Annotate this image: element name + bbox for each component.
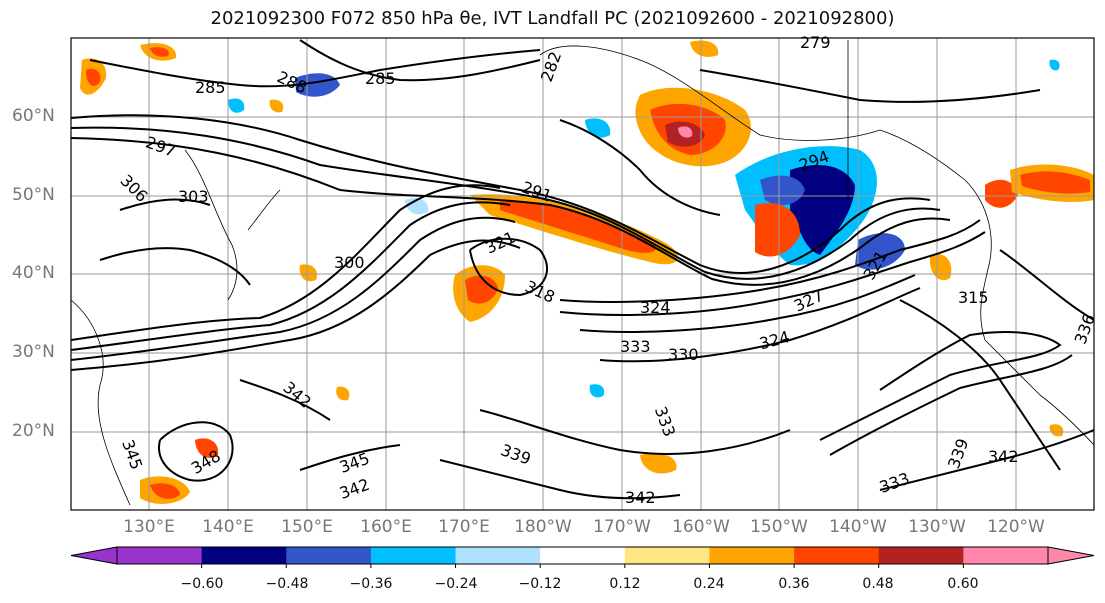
lon-label: 130°W: [908, 517, 966, 537]
contour-label: 342: [625, 488, 656, 507]
warm-patch: [269, 99, 284, 113]
warm-patch: [985, 179, 1018, 208]
colorbar-tick-label: 0.24: [693, 576, 725, 592]
colorbar-swatch: [624, 547, 710, 564]
lat-label: 40°N: [12, 263, 55, 283]
lon-label: 170°E: [438, 517, 490, 537]
coastlines: [70, 40, 1095, 506]
colorbar-swatch: [794, 547, 880, 564]
lon-label: 140°W: [829, 517, 887, 537]
lat-label: 60°N: [12, 106, 55, 126]
map-frame: [70, 37, 1095, 511]
colorbar-outline: [116, 546, 1049, 565]
lon-label: 160°E: [360, 517, 412, 537]
contour-label: 333: [620, 337, 651, 356]
lat-label: 50°N: [12, 185, 55, 205]
lon-label: 150°W: [750, 517, 808, 537]
contour-label: 300: [334, 253, 365, 272]
contour-label: 285: [195, 78, 226, 97]
blue-patch: [760, 175, 805, 206]
colorbar-swatch: [878, 547, 964, 564]
contour-label: 324: [640, 298, 671, 317]
warm-patch: [1049, 424, 1064, 437]
colorbar-swatch: [455, 547, 541, 564]
warm-patch: [755, 203, 800, 257]
shading-layer: [80, 40, 1094, 504]
colorbar-tick-label: −0.60: [180, 576, 224, 592]
contour-label: 279: [800, 33, 831, 52]
lat-label: 20°N: [12, 421, 55, 441]
colorbar-extend-left: [70, 546, 118, 565]
colorbar-tick-label: 0.36: [778, 576, 810, 592]
navy-patch: [790, 165, 855, 255]
lon-label: 160°W: [672, 517, 730, 537]
colorbar-swatch: [117, 547, 203, 564]
blue-patch: [228, 98, 245, 113]
colorbar-swatch: [540, 547, 626, 564]
colorbar-tick-label: 0.60: [947, 576, 979, 592]
contour-label: 330: [668, 345, 699, 364]
contour-label: 285: [365, 69, 396, 88]
lon-label: 170°W: [593, 517, 651, 537]
lon-label: 180°W: [514, 517, 572, 537]
contour-lines: [70, 39, 1095, 500]
warm-patch: [195, 438, 219, 458]
colorbar-extend-right: [1047, 546, 1095, 565]
contour-label: 315: [958, 288, 989, 307]
warm-patch: [299, 264, 318, 282]
colorbar-tick-label: −0.12: [518, 576, 562, 592]
warm-patch: [86, 68, 101, 86]
contour-label-layer: 285 288 285 282 279 297 306 303 291 294 …: [117, 33, 1099, 507]
gridlines: [71, 38, 1094, 510]
warm-patch: [336, 386, 350, 401]
contour-label: 303: [178, 187, 209, 206]
blue-patch: [589, 384, 605, 398]
warm-patch: [465, 275, 498, 304]
lon-label: 130°E: [123, 517, 175, 537]
colorbar-swatch: [370, 547, 457, 564]
colorbar-tick-label: 0.48: [862, 576, 894, 592]
map-title: 2021092300 F072 850 hPa θe, IVT Landfall…: [210, 8, 895, 29]
lon-label: 140°E: [202, 517, 254, 537]
warm-patch: [640, 453, 677, 474]
colorbar-swatch: [201, 547, 287, 564]
blue-patch: [1049, 59, 1060, 71]
colorbar-tick-label: −0.36: [349, 576, 393, 592]
lat-label: 30°N: [12, 342, 55, 362]
lon-label: 120°W: [987, 517, 1045, 537]
colorbar-tick-label: 0.12: [609, 576, 641, 592]
warm-patch: [150, 483, 180, 499]
warm-patch: [1020, 171, 1090, 194]
contour-label: 342: [988, 447, 1019, 466]
warm-patch: [500, 200, 656, 253]
colorbar: [70, 546, 1095, 568]
colorbar-tick-label: −0.24: [434, 576, 478, 592]
colorbar-swatch: [709, 547, 795, 564]
warm-patch: [690, 40, 719, 57]
colorbar-swatch: [286, 547, 372, 564]
warm-patch: [150, 47, 169, 57]
lon-label: 150°E: [281, 517, 333, 537]
warm-patch: [678, 126, 693, 138]
colorbar-tick-label: −0.48: [265, 576, 309, 592]
colorbar-swatch: [963, 547, 1049, 564]
